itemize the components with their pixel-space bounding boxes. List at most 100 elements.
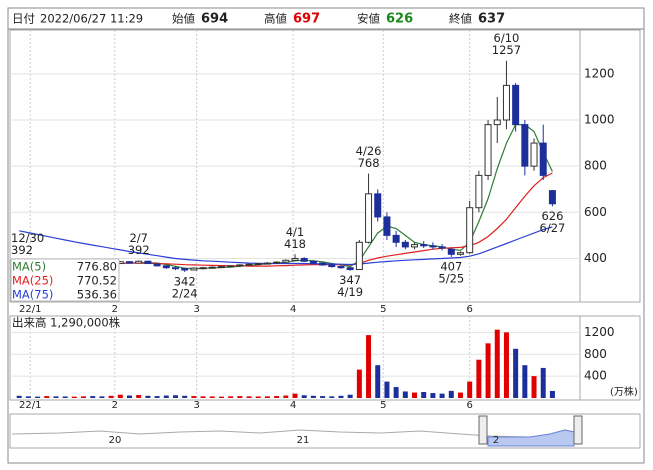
volume-bar [329, 396, 335, 398]
volume-bar [430, 393, 436, 398]
candle-body [319, 262, 327, 266]
navigator-handle-left[interactable] [478, 415, 488, 445]
volume-bar [476, 359, 482, 398]
volume-bar [292, 393, 298, 398]
annotation-date: 6/27 [540, 221, 566, 235]
candle-body [328, 264, 336, 268]
volume-bar [457, 392, 463, 398]
annotation-date: 6/10 [494, 31, 520, 45]
candle-body [466, 207, 474, 254]
candle-body [181, 268, 189, 271]
candle-body [420, 244, 428, 247]
candle-body [548, 190, 556, 205]
volume-title: 出来高 1,290,000株 [12, 316, 121, 330]
volume-bar [209, 396, 215, 398]
close: 637 [478, 12, 505, 27]
volume-bar [310, 395, 316, 398]
volume-bar [127, 395, 133, 398]
high-label: 高値 [264, 12, 287, 26]
annotation-value: 626 [541, 209, 563, 223]
x-tick-label: 3 [193, 304, 199, 315]
candle-body [337, 266, 345, 269]
volume-bar [467, 381, 473, 398]
candle-body [190, 267, 198, 271]
annotation-value: 392 [128, 243, 150, 257]
navigator-handle-right[interactable] [573, 415, 583, 445]
candle-body [171, 267, 179, 270]
volume-bar [136, 394, 142, 398]
x-tick-label: 6 [466, 304, 472, 315]
volume-bar [182, 395, 188, 398]
volume-bar [375, 365, 381, 398]
candle-body [273, 261, 281, 264]
candle-body [135, 260, 143, 264]
volume-bar [531, 376, 537, 398]
volume-bar [71, 396, 77, 398]
legend-value: 536.36 [77, 288, 117, 302]
candle-body [502, 84, 510, 121]
candle-body [153, 263, 161, 267]
volume-bar [35, 396, 41, 398]
volume-bar [513, 348, 519, 398]
candle-body [475, 174, 483, 209]
volume-bar [191, 396, 197, 398]
x-tick-label: 22/1 [19, 304, 41, 315]
close-label: 終値 [449, 12, 472, 26]
candle-body [411, 244, 419, 248]
candle-body [217, 266, 225, 269]
candle-body [144, 260, 152, 265]
annotation-date: 4/19 [337, 285, 363, 299]
volume-bar [283, 395, 289, 398]
candle-body [355, 241, 363, 271]
volume-bar [366, 335, 372, 398]
x-tick-label: 22/1 [19, 400, 41, 411]
open: 694 [201, 12, 228, 27]
volume-bar [218, 396, 224, 398]
open-label: 始値 [172, 12, 195, 26]
volume-panel [9, 315, 641, 401]
candle-body [521, 124, 529, 167]
candle-body [236, 264, 244, 267]
candle-body [291, 257, 299, 261]
volume-bar [412, 392, 418, 398]
volume-bar [172, 395, 178, 398]
x-tick-label: 2 [112, 304, 118, 315]
volume-bar [393, 387, 399, 398]
candle-body [199, 267, 207, 270]
annotation-value: 418 [284, 237, 306, 251]
annotation-date: 12/30 [11, 231, 44, 245]
candle-body [493, 119, 501, 126]
legend-value: 770.52 [77, 274, 117, 288]
candle-body [365, 193, 373, 243]
volume-bar [145, 395, 151, 398]
volume-bar [494, 329, 500, 398]
x-tick-label: 2 [112, 400, 118, 411]
volume-bar [503, 332, 509, 398]
volume-unit: (万株) [610, 385, 638, 398]
legend-name: MA(5) [12, 260, 46, 274]
volume-bar [540, 367, 546, 398]
volume-bar [200, 396, 206, 398]
candle-body [245, 263, 253, 266]
navigator-label: 20 [109, 435, 122, 446]
volume-bar [274, 396, 280, 398]
candle-body [530, 142, 538, 167]
volume-bar [439, 393, 445, 398]
volume-bar [246, 396, 252, 398]
volume-bar [16, 395, 22, 398]
y-tick-label: 1200 [584, 66, 615, 80]
annotation-value: 768 [358, 156, 380, 170]
candle-body [539, 142, 547, 176]
volume-bar [255, 396, 261, 398]
annotation-date: 2/24 [172, 286, 198, 300]
frame [7, 7, 645, 464]
volume-bar [485, 343, 491, 398]
volume-bar [356, 369, 362, 398]
date: 2022/06/27 11:29 [40, 12, 143, 26]
annotation-date: 2/7 [129, 231, 148, 245]
candle-body [254, 263, 262, 266]
volume-bar [522, 365, 528, 398]
x-tick-label: 4 [290, 304, 296, 315]
low: 626 [386, 12, 413, 27]
y-tick-label: 1200 [584, 325, 615, 339]
